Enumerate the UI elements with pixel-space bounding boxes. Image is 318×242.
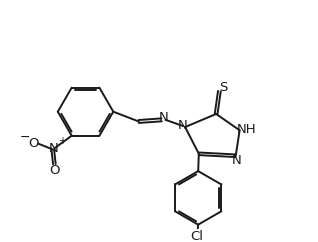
Text: −: − (20, 130, 30, 144)
Text: N: N (177, 119, 187, 132)
Text: O: O (28, 137, 38, 150)
Text: N: N (49, 142, 59, 155)
Text: S: S (219, 81, 227, 94)
Text: O: O (49, 164, 59, 177)
Text: Cl: Cl (190, 230, 203, 242)
Text: N: N (159, 111, 169, 124)
Text: NH: NH (237, 123, 257, 136)
Text: N: N (232, 154, 242, 167)
Text: +: + (58, 136, 66, 146)
